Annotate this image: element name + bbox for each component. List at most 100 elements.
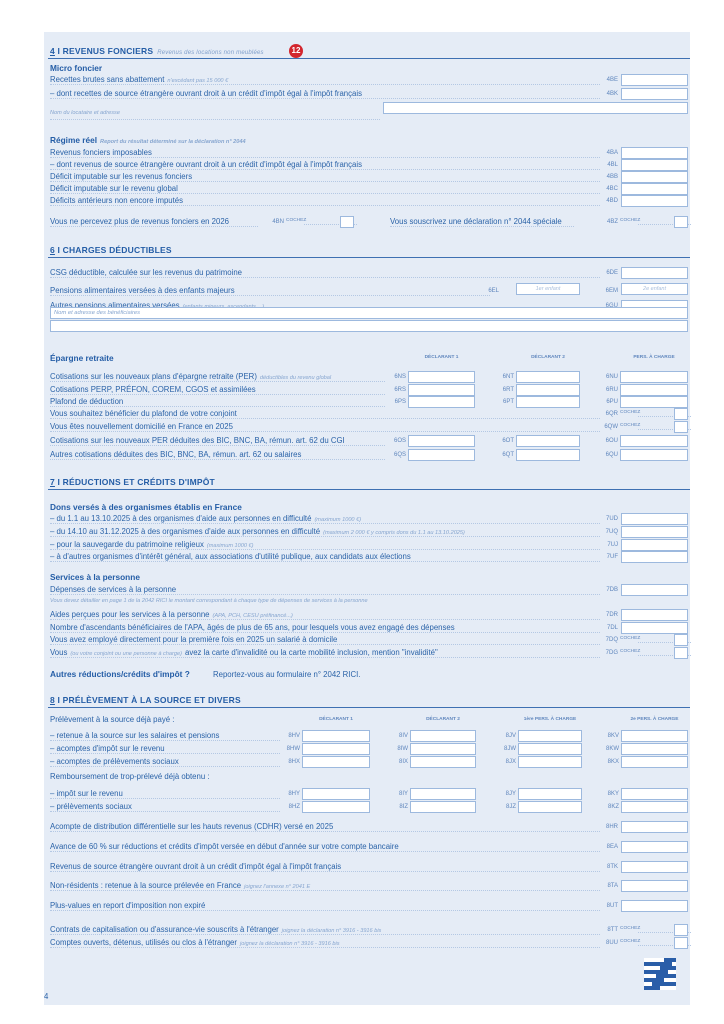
amount-field[interactable]: [621, 159, 688, 171]
cochez-label: COCHEZ: [620, 649, 641, 654]
amount-field[interactable]: [621, 183, 688, 195]
field-label: – impôt sur le revenu: [50, 789, 123, 798]
section-title: RÉDUCTIONS ET CRÉDITS D'IMPÔT: [62, 477, 215, 487]
amount-field[interactable]: [518, 788, 582, 800]
amount-field[interactable]: [620, 449, 688, 461]
dotted-leader: [638, 945, 691, 946]
dotted-leader: [50, 536, 600, 537]
amount-field[interactable]: [621, 743, 688, 755]
amount-field[interactable]: [621, 551, 688, 563]
amount-field[interactable]: [621, 756, 688, 768]
amount-field[interactable]: [518, 730, 582, 742]
amount-field[interactable]: [516, 396, 580, 408]
amount-field[interactable]: [621, 539, 688, 551]
amount-field[interactable]: [620, 435, 688, 447]
amount-field[interactable]: [621, 513, 688, 525]
field-label: Revenus fonciers imposables: [50, 148, 152, 157]
amount-field[interactable]: [621, 841, 688, 853]
amount-field[interactable]: [621, 730, 688, 742]
amount-field[interactable]: [620, 371, 688, 383]
label-text: Contrats de capitalisation ou d'assuranc…: [50, 925, 279, 934]
checkbox[interactable]: [674, 924, 688, 936]
dotted-leader: [50, 205, 600, 206]
amount-field[interactable]: [621, 609, 688, 621]
field-label: – prélèvements sociaux: [50, 802, 132, 811]
checkbox[interactable]: [674, 421, 688, 433]
box-code: 6RT: [502, 387, 514, 393]
amount-field[interactable]: [408, 449, 475, 461]
label-text: Dons versés à des organismes établis en …: [50, 502, 242, 512]
checkbox[interactable]: [674, 634, 688, 646]
label-text: Dépenses de services à la personne: [50, 585, 177, 594]
checkbox[interactable]: [340, 216, 354, 228]
first-child-field[interactable]: 1er enfant: [516, 283, 580, 295]
amount-field[interactable]: [621, 788, 688, 800]
amount-field[interactable]: [518, 743, 582, 755]
amount-field[interactable]: [621, 267, 688, 279]
amount-field[interactable]: [621, 195, 688, 207]
box-code: 7DR: [605, 612, 618, 618]
amount-field[interactable]: [518, 801, 582, 813]
checkbox[interactable]: [674, 647, 688, 659]
amount-field[interactable]: [621, 900, 688, 912]
amount-field[interactable]: [621, 147, 688, 159]
second-child-field[interactable]: 2e enfant: [621, 283, 688, 295]
tenant-name-address-field[interactable]: [383, 102, 688, 114]
cochez-label: COCHEZ: [620, 410, 641, 415]
amount-field[interactable]: [621, 171, 688, 183]
checkbox[interactable]: [674, 408, 688, 420]
checkbox[interactable]: [674, 937, 688, 949]
amount-field[interactable]: [408, 371, 475, 383]
dotted-leader: [50, 561, 600, 562]
label-text: Non-résidents : retenue à la source prél…: [50, 881, 242, 890]
beneficiaries-field[interactable]: [50, 320, 688, 332]
amount-field[interactable]: [620, 396, 688, 408]
amount-field[interactable]: [410, 756, 476, 768]
amount-field[interactable]: [516, 435, 580, 447]
amount-field[interactable]: [621, 74, 688, 86]
amount-field[interactable]: [408, 384, 475, 396]
amount-field[interactable]: [621, 880, 688, 892]
box-code: 8JW: [504, 746, 516, 752]
cochez-label: COCHEZ: [620, 218, 641, 223]
field-label: Cotisations sur les nouveaux plans d'épa…: [50, 372, 331, 381]
section-header: 8 I PRÉLÈVEMENT À LA SOURCE ET DIVERS: [50, 695, 241, 705]
amount-field[interactable]: [620, 384, 688, 396]
dotted-leader: [50, 549, 600, 550]
amount-field[interactable]: [518, 756, 582, 768]
amount-field[interactable]: [410, 788, 476, 800]
box-code: 6QW: [604, 424, 618, 430]
beneficiaries-field[interactable]: Nom et adresse des bénéficiaires: [50, 307, 688, 319]
amount-field[interactable]: [621, 584, 688, 596]
dotted-leader: [638, 655, 691, 656]
amount-field[interactable]: [302, 756, 370, 768]
label-text: Remboursement de trop-prélevé déjà obten…: [50, 772, 210, 781]
amount-field[interactable]: [410, 743, 476, 755]
checkbox[interactable]: [674, 216, 688, 228]
box-code: 6QT: [502, 452, 514, 458]
amount-field[interactable]: [408, 435, 475, 447]
amount-field[interactable]: [302, 730, 370, 742]
amount-field[interactable]: [410, 801, 476, 813]
amount-field[interactable]: [621, 801, 688, 813]
subsection-heading: Services à la personne: [50, 572, 140, 582]
box-code: 6OT: [502, 438, 514, 444]
amount-field[interactable]: [516, 384, 580, 396]
amount-field[interactable]: [516, 449, 580, 461]
amount-field[interactable]: [621, 821, 688, 833]
amount-field[interactable]: [516, 371, 580, 383]
amount-field[interactable]: [621, 526, 688, 538]
dotted-leader: [50, 619, 600, 620]
amount-field[interactable]: [621, 88, 688, 100]
dotted-leader: [50, 523, 600, 524]
amount-field[interactable]: [621, 861, 688, 873]
field-label: Recettes brutes sans abattement n'excédan…: [50, 75, 228, 84]
amount-field[interactable]: [410, 730, 476, 742]
amount-field[interactable]: [302, 788, 370, 800]
amount-field[interactable]: [408, 396, 475, 408]
label-note: déductibles du revenu global: [259, 375, 332, 381]
amount-field[interactable]: [302, 801, 370, 813]
amount-field[interactable]: [621, 622, 688, 634]
amount-field[interactable]: [302, 743, 370, 755]
box-code: 4BD: [606, 198, 618, 204]
